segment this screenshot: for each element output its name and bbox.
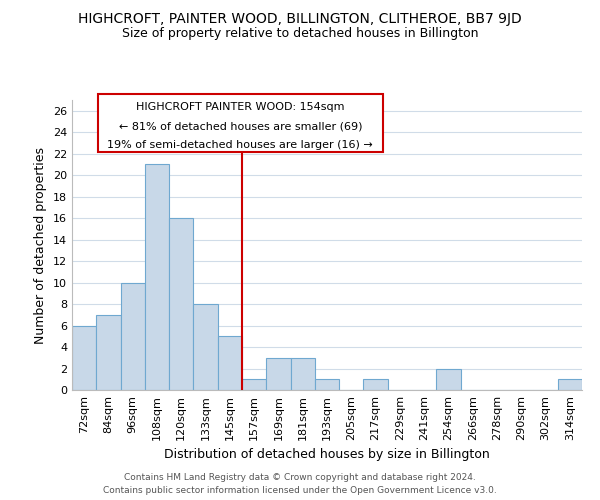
- Bar: [193, 304, 218, 390]
- Bar: [218, 336, 242, 390]
- Text: Contains public sector information licensed under the Open Government Licence v3: Contains public sector information licen…: [103, 486, 497, 495]
- Bar: [145, 164, 169, 390]
- Text: 19% of semi-detached houses are larger (16) →: 19% of semi-detached houses are larger (…: [107, 140, 373, 149]
- Bar: [72, 326, 96, 390]
- Text: HIGHCROFT, PAINTER WOOD, BILLINGTON, CLITHEROE, BB7 9JD: HIGHCROFT, PAINTER WOOD, BILLINGTON, CLI…: [78, 12, 522, 26]
- Bar: [266, 358, 290, 390]
- Bar: [364, 380, 388, 390]
- Text: Contains HM Land Registry data © Crown copyright and database right 2024.: Contains HM Land Registry data © Crown c…: [124, 472, 476, 482]
- Text: Size of property relative to detached houses in Billington: Size of property relative to detached ho…: [122, 28, 478, 40]
- X-axis label: Distribution of detached houses by size in Billington: Distribution of detached houses by size …: [164, 448, 490, 462]
- Y-axis label: Number of detached properties: Number of detached properties: [34, 146, 47, 344]
- Text: HIGHCROFT PAINTER WOOD: 154sqm: HIGHCROFT PAINTER WOOD: 154sqm: [136, 102, 344, 112]
- Bar: [315, 380, 339, 390]
- Bar: [121, 282, 145, 390]
- Text: ← 81% of detached houses are smaller (69): ← 81% of detached houses are smaller (69…: [119, 121, 362, 131]
- FancyBboxPatch shape: [97, 94, 383, 152]
- Bar: [96, 315, 121, 390]
- Bar: [436, 368, 461, 390]
- Bar: [169, 218, 193, 390]
- Bar: [242, 380, 266, 390]
- Bar: [290, 358, 315, 390]
- Bar: [558, 380, 582, 390]
